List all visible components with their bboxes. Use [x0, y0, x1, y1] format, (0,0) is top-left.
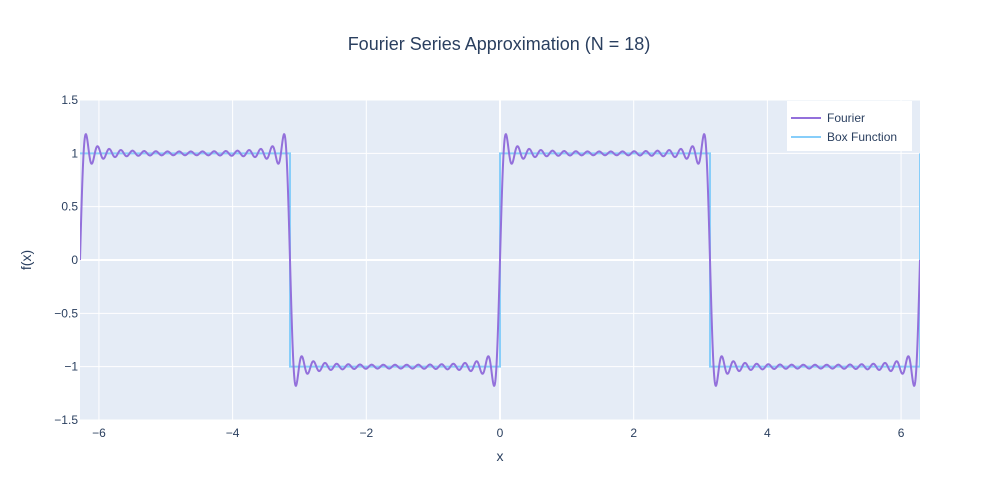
y-axis-ticks: −1.5 −1 −0.5 0 0.5 1 1.5 — [54, 93, 78, 427]
y-tick-label: 1.5 — [61, 93, 78, 107]
legend[interactable]: Fourier Box Function — [787, 101, 912, 151]
x-tick-label: 6 — [898, 426, 905, 440]
y-tick-label: 0 — [71, 253, 78, 267]
y-axis-title: f(x) — [18, 250, 34, 270]
y-tick-label: −1.5 — [54, 413, 78, 427]
x-tick-label: 2 — [630, 426, 637, 440]
legend-items: Fourier Box Function — [791, 111, 897, 144]
chart-title: Fourier Series Approximation (N = 18) — [348, 34, 651, 54]
series-layer — [80, 132, 920, 388]
y-tick-label: −0.5 — [54, 306, 78, 320]
x-tick-label: 0 — [497, 426, 504, 440]
x-tick-label: −2 — [359, 426, 373, 440]
x-tick-label: −4 — [226, 426, 240, 440]
legend-label[interactable]: Box Function — [827, 130, 897, 144]
legend-box — [787, 101, 912, 151]
x-tick-label: −6 — [92, 426, 106, 440]
y-tick-label: −1 — [64, 360, 78, 374]
x-axis-title: x — [497, 448, 504, 464]
series-fourier-line — [80, 132, 920, 388]
legend-label[interactable]: Fourier — [827, 111, 865, 125]
x-axis-ticks: −6 −4 −2 0 2 4 6 — [92, 426, 905, 440]
x-tick-label: 4 — [764, 426, 771, 440]
y-tick-label: 1 — [71, 146, 78, 160]
y-tick-label: 0.5 — [61, 200, 78, 214]
